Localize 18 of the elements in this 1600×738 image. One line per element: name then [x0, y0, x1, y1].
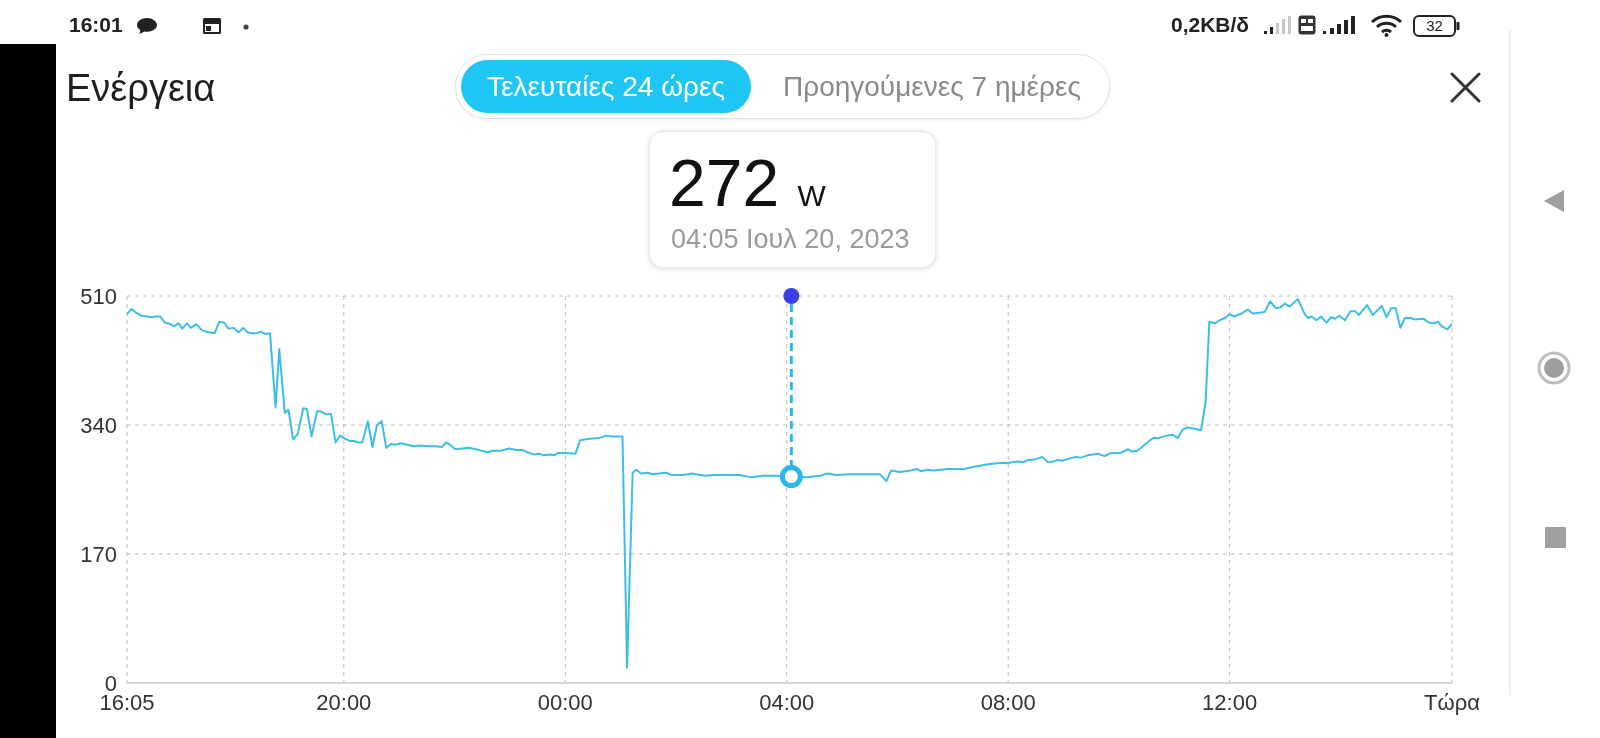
text: 0,2KB/δ — [1171, 13, 1250, 36]
text: 272 W — [669, 146, 826, 220]
x-tick-label: 00:00 — [537, 689, 593, 715]
y-tick-label: 340 — [80, 412, 117, 438]
text: 32 — [1426, 17, 1443, 34]
chart-title: Ενέργεια — [66, 67, 216, 109]
x-tick-label: 08:00 — [980, 689, 1036, 715]
text: Τελευταίες 24 ώρες — [487, 71, 725, 102]
text: 16:01 — [69, 13, 123, 36]
text: 04:05 Ιουλ 20, 2023 — [671, 224, 910, 254]
y-tick-label: 0 — [104, 670, 117, 696]
x-tick-label: 04:00 — [759, 689, 815, 715]
x-tick-label: 12:00 — [1202, 689, 1258, 715]
text: Προηγούμενες 7 ημέρες — [783, 71, 1081, 102]
y-tick-label: 510 — [80, 283, 117, 309]
x-tick-label: 20:00 — [316, 689, 372, 715]
x-tick-label: Τώρα — [1424, 689, 1481, 715]
y-tick-label: 170 — [80, 541, 117, 567]
